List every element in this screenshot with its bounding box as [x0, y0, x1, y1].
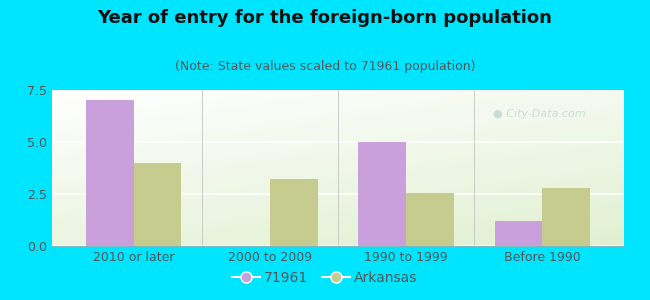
Text: ● City-Data.com: ● City-Data.com — [493, 109, 586, 119]
Bar — [86, 100, 134, 246]
Text: Year of entry for the foreign-born population: Year of entry for the foreign-born popul… — [98, 9, 552, 27]
Bar — [495, 221, 542, 246]
Bar — [134, 163, 181, 246]
Text: (Note: State values scaled to 71961 population): (Note: State values scaled to 71961 popu… — [175, 60, 475, 73]
Bar — [270, 179, 318, 246]
Bar — [406, 193, 454, 246]
Bar — [358, 142, 406, 246]
Bar — [542, 188, 590, 246]
Legend: 71961, Arkansas: 71961, Arkansas — [227, 265, 423, 290]
